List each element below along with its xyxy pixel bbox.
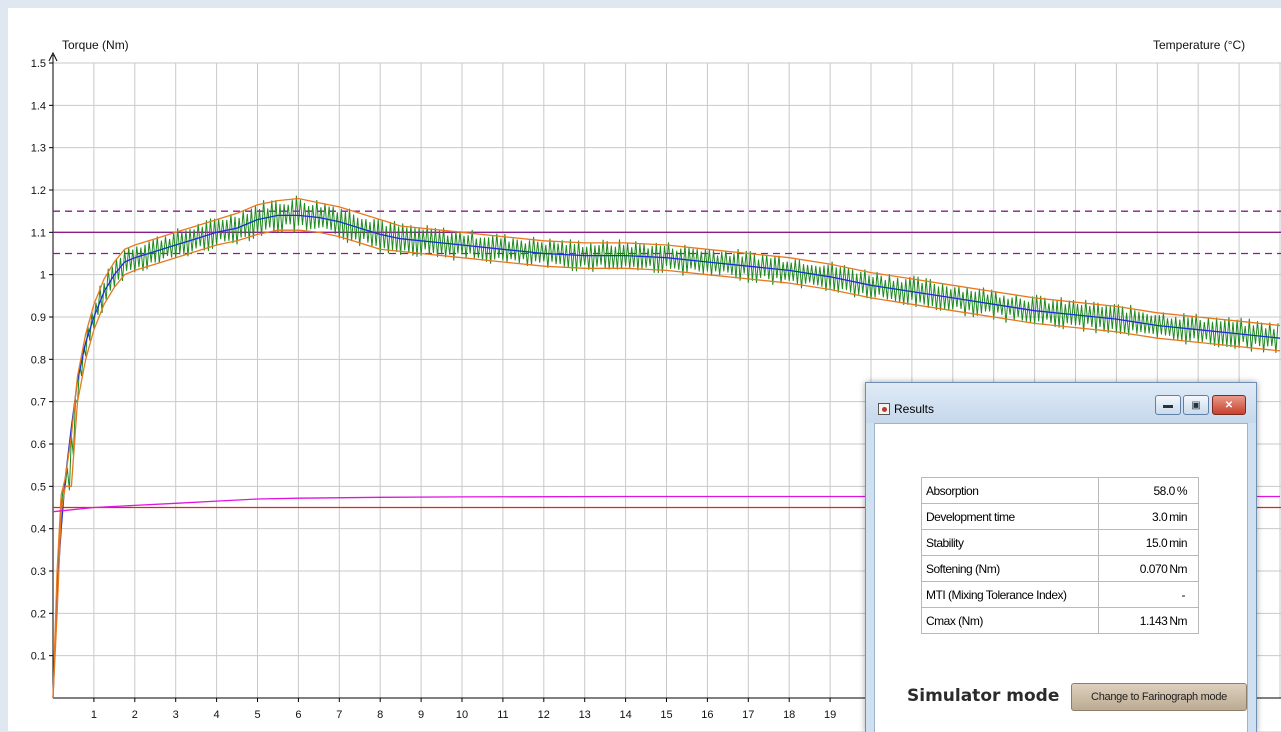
x-tick-label: 13	[579, 709, 591, 721]
series-line	[52, 229, 1281, 699]
x-tick-label: 15	[660, 709, 672, 721]
x-tick-label: 14	[619, 709, 631, 721]
x-tick-label: 16	[701, 709, 713, 721]
y-tick-label: 0.5	[31, 481, 46, 493]
x-tick-label: 2	[132, 709, 138, 721]
y-tick-label: 1.5	[31, 58, 46, 70]
x-tick-label: 19	[824, 709, 836, 721]
result-value: 58.0%	[1098, 477, 1199, 504]
y-tick-label: 0.3	[31, 566, 46, 578]
result-value: 15.0 min	[1098, 529, 1199, 556]
y-tick-label: 0.1	[31, 651, 46, 663]
value-number: -	[1181, 587, 1186, 602]
y-tick-label: 1	[40, 270, 46, 282]
result-label: Development time	[921, 503, 1099, 530]
x-tick-label: 8	[377, 709, 383, 721]
minimize-button[interactable]: ▬	[1155, 395, 1181, 415]
x-tick-label: 12	[538, 709, 550, 721]
results-window[interactable]: Results ▬ ▣ ✕ Absorption 58.0% Developme…	[865, 382, 1257, 732]
result-value: -	[1098, 581, 1199, 608]
x-tick-label: 1	[91, 709, 97, 721]
x-tick-label: 17	[742, 709, 754, 721]
simulator-mode-label: Simulator mode	[907, 686, 1060, 706]
table-row: Cmax (Nm) 1.143 Nm	[921, 607, 1199, 634]
maximize-icon: ▣	[1191, 399, 1201, 411]
minimize-icon: ▬	[1163, 399, 1173, 411]
series-line	[52, 214, 1281, 699]
x-tick-label: 11	[497, 709, 508, 721]
y-axis-arrow-icon	[48, 51, 58, 62]
result-label: Cmax (Nm)	[921, 607, 1099, 634]
value-number: 58.0	[1153, 483, 1175, 498]
x-tick-label: 7	[336, 709, 342, 721]
result-value: 0.070 Nm	[1098, 555, 1199, 582]
result-value: 1.143 Nm	[1098, 607, 1199, 634]
y-tick-label: 1.4	[31, 100, 46, 112]
table-row: Softening (Nm) 0.070 Nm	[921, 555, 1199, 582]
x-tick-label: 6	[295, 709, 301, 721]
y2-axis-title: Temperature (°C)	[1153, 38, 1245, 52]
table-row: Development time 3.0 min	[921, 503, 1199, 530]
table-row: Stability 15.0 min	[921, 529, 1199, 556]
table-row: MTI (Mixing Tolerance Index) -	[921, 581, 1199, 608]
value-number: 0.070	[1139, 561, 1168, 576]
value-unit: min	[1169, 509, 1187, 524]
y-axis-title: Torque (Nm)	[62, 38, 129, 52]
y-tick-label: 0.9	[31, 312, 46, 324]
close-icon: ✕	[1224, 399, 1234, 411]
value-unit: %	[1176, 483, 1188, 498]
value-unit: Nm	[1169, 561, 1187, 576]
oscillation-trace	[54, 195, 1279, 636]
x-tick-label: 4	[214, 709, 220, 721]
y-tick-label: 0.2	[31, 608, 46, 620]
results-title: Results	[894, 402, 935, 416]
y-tick-label: 1.1	[31, 227, 46, 239]
result-label: Softening (Nm)	[921, 555, 1099, 582]
y-tick-label: 1.2	[31, 185, 46, 197]
value-unit: Nm	[1169, 613, 1187, 628]
x-tick-label: 3	[173, 709, 179, 721]
value-unit: min	[1169, 535, 1187, 550]
x-tick-label: 18	[783, 709, 795, 721]
close-button[interactable]: ✕	[1212, 395, 1246, 415]
x-tick-label: 9	[418, 709, 424, 721]
y-tick-label: 0.7	[31, 397, 46, 409]
result-label: Stability	[921, 529, 1099, 556]
value-number: 3.0	[1151, 509, 1168, 524]
series-line	[52, 197, 1281, 699]
result-label: MTI (Mixing Tolerance Index)	[921, 581, 1099, 608]
x-tick-label: 5	[254, 709, 260, 721]
x-tick-label: 10	[456, 709, 468, 721]
value-number: 15.0	[1145, 535, 1168, 550]
results-table: Absorption 58.0% Development time 3.0 min…	[921, 477, 1199, 634]
y-tick-label: 0.4	[31, 524, 46, 536]
table-row: Absorption 58.0%	[921, 477, 1199, 504]
maximize-button[interactable]: ▣	[1183, 395, 1209, 415]
y-tick-label: 0.8	[31, 354, 46, 366]
result-value: 3.0 min	[1098, 503, 1199, 530]
change-mode-button[interactable]: Change to Farinograph mode	[1071, 683, 1247, 711]
y-tick-label: 0.6	[31, 439, 46, 451]
series-line	[52, 495, 1280, 513]
y-tick-label: 1.3	[31, 143, 46, 155]
result-label: Absorption	[921, 477, 1099, 504]
app-icon	[878, 403, 890, 415]
results-body: Absorption 58.0% Development time 3.0 min…	[874, 423, 1248, 732]
results-titlebar[interactable]: Results ▬ ▣ ✕	[866, 383, 1256, 423]
value-number: 1.143	[1139, 613, 1168, 628]
